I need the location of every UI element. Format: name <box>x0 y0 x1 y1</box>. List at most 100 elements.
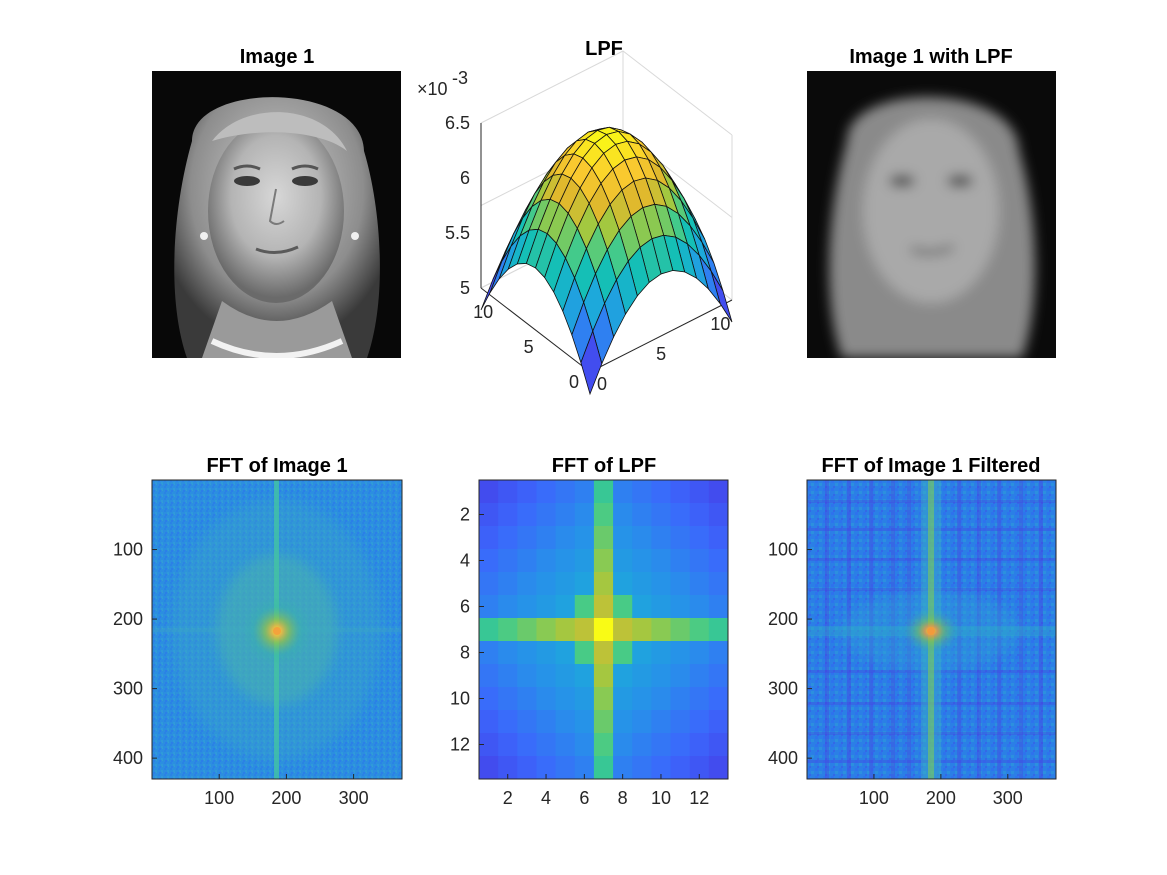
fft-lpf-cell <box>479 480 499 504</box>
fft-lpf-cell <box>555 641 576 665</box>
fft-lpf-cell <box>479 595 499 619</box>
fft-lpf-cell <box>555 618 576 642</box>
fft-lpf-cell <box>632 756 652 780</box>
fft-lpf-cell <box>670 756 691 780</box>
fft-filtered-stripe <box>1019 480 1023 779</box>
fft-lpf-cell <box>708 710 729 734</box>
lpf-y-tick-label: 10 <box>473 302 493 322</box>
fft-lpf-cell <box>670 503 691 527</box>
fft-lpf-cell <box>517 733 537 757</box>
lpf-z-tick-label: 6.5 <box>445 113 470 133</box>
fft-lpf-cell <box>708 664 729 688</box>
fft-lpf-cell <box>517 756 537 780</box>
panel-fft-filtered: FFT of Image 1 Filtered 100 200 300 100 200 3… <box>768 455 1057 808</box>
fft-lpf-cell <box>613 480 633 504</box>
fft-lpf-cell <box>555 710 576 734</box>
fft-lpf-cell <box>479 641 499 665</box>
fft-lpf-cell <box>555 549 576 573</box>
title-fft-lpf: FFT of LPF <box>552 455 656 477</box>
fft-lpf-cell <box>689 526 710 550</box>
fft-lpf-cell <box>498 756 518 780</box>
portrait-photo <box>152 71 401 358</box>
fft-lpf-cell <box>593 572 614 596</box>
lpf-grid-line <box>480 50 733 136</box>
lpf-x-axis <box>589 299 733 373</box>
fft-filtered-heatmap <box>807 480 1056 779</box>
fft-lpf-cell <box>651 618 672 642</box>
fft-filtered-y-tick-label: 300 <box>768 679 798 699</box>
fft-lpf-x-tick-label: 6 <box>579 788 589 808</box>
fft-lpf-y-tick-label: 12 <box>450 735 470 755</box>
panel-fft-lpf: FFT of LPF 2 4 6 8 10 12 2 4 6 8 10 12 <box>450 455 729 808</box>
fft-lpf-cell <box>651 733 672 757</box>
fft-lpf-cell <box>632 641 652 665</box>
fft-lpf-cell <box>536 595 557 619</box>
fft-lpf-cell <box>651 595 672 619</box>
fft-lpf-cell <box>555 572 576 596</box>
fft-lpf-cell <box>708 756 729 780</box>
fft-lpf-cell <box>613 710 633 734</box>
lpf-axes-box <box>480 50 733 373</box>
lpf-surface <box>480 126 733 396</box>
fft-lpf-cell <box>479 733 499 757</box>
lpf-z-tick-label: 5 <box>460 278 470 298</box>
fft-lpf-cell <box>479 618 499 642</box>
fft-lpf-cell <box>613 526 633 550</box>
fft-lpf-y-tick-label: 6 <box>460 597 470 617</box>
fft-lpf-cell <box>517 503 537 527</box>
fft-lpf-cell <box>670 641 691 665</box>
fft-lpf-cell <box>536 641 557 665</box>
lpf-surface-patch <box>580 329 603 396</box>
fft-lpf-cell <box>574 756 595 780</box>
fft-lpf-cell <box>689 641 710 665</box>
fft-lpf-cell <box>708 526 729 550</box>
lpf-x-tick-label: 5 <box>656 344 666 364</box>
fft-lpf-heatmap <box>479 480 729 780</box>
fft-lpf-cell <box>708 641 729 665</box>
fft-lpf-cell <box>536 526 557 550</box>
fft-image-1-frame <box>151 479 403 780</box>
fft-lpf-cell <box>498 687 518 711</box>
lpf-exponent-power: -3 <box>452 68 468 88</box>
fft-lpf-cell <box>536 733 557 757</box>
fft-lpf-cell <box>708 687 729 711</box>
fft-lpf-cell <box>555 733 576 757</box>
fft-lpf-cell <box>593 526 614 550</box>
title-lpf: LPF <box>585 38 623 60</box>
fft-image-1-ticks: 100 200 300 100 200 300 400 <box>113 540 369 808</box>
panel-image-1: Image 1 <box>152 46 401 358</box>
fft-lpf-cell <box>632 710 652 734</box>
fft-lpf-cell <box>651 572 672 596</box>
fft-filtered-y-tick-label: 200 <box>768 609 798 629</box>
fft-lpf-cell <box>651 710 672 734</box>
fft-lpf-cell <box>651 503 672 527</box>
fft-lpf-cell <box>651 664 672 688</box>
lpf-y-axis <box>480 287 591 373</box>
fft-lpf-cell <box>498 641 518 665</box>
fft-lpf-cell <box>632 687 652 711</box>
fft-lpf-cell <box>498 733 518 757</box>
fft-filtered-ticks: 100 200 300 100 200 300 400 <box>768 540 1023 808</box>
fft-lpf-cell <box>593 664 614 688</box>
fft-lpf-cell <box>479 503 499 527</box>
fft-lpf-cell <box>613 595 633 619</box>
fft-lpf-cell <box>632 733 652 757</box>
fft-lpf-cell <box>517 549 537 573</box>
fft-lpf-cell <box>574 733 595 757</box>
fft-lpf-cell <box>613 756 633 780</box>
title-image-1-lpf: Image 1 with LPF <box>849 46 1012 68</box>
fft-filtered-stripe <box>1039 480 1043 779</box>
fft-lpf-cell <box>689 549 710 573</box>
fft-lpf-cell <box>651 480 672 504</box>
fft-lpf-cell <box>555 526 576 550</box>
fft-lpf-cell <box>708 549 729 573</box>
fft-lpf-cell <box>555 480 576 504</box>
fft-image-1-x-tick-label: 200 <box>271 788 301 808</box>
fft-lpf-cell <box>498 480 518 504</box>
title-image-1: Image 1 <box>240 46 314 68</box>
fft-lpf-cell <box>517 480 537 504</box>
lpf-y-tick-label: 0 <box>569 372 579 392</box>
